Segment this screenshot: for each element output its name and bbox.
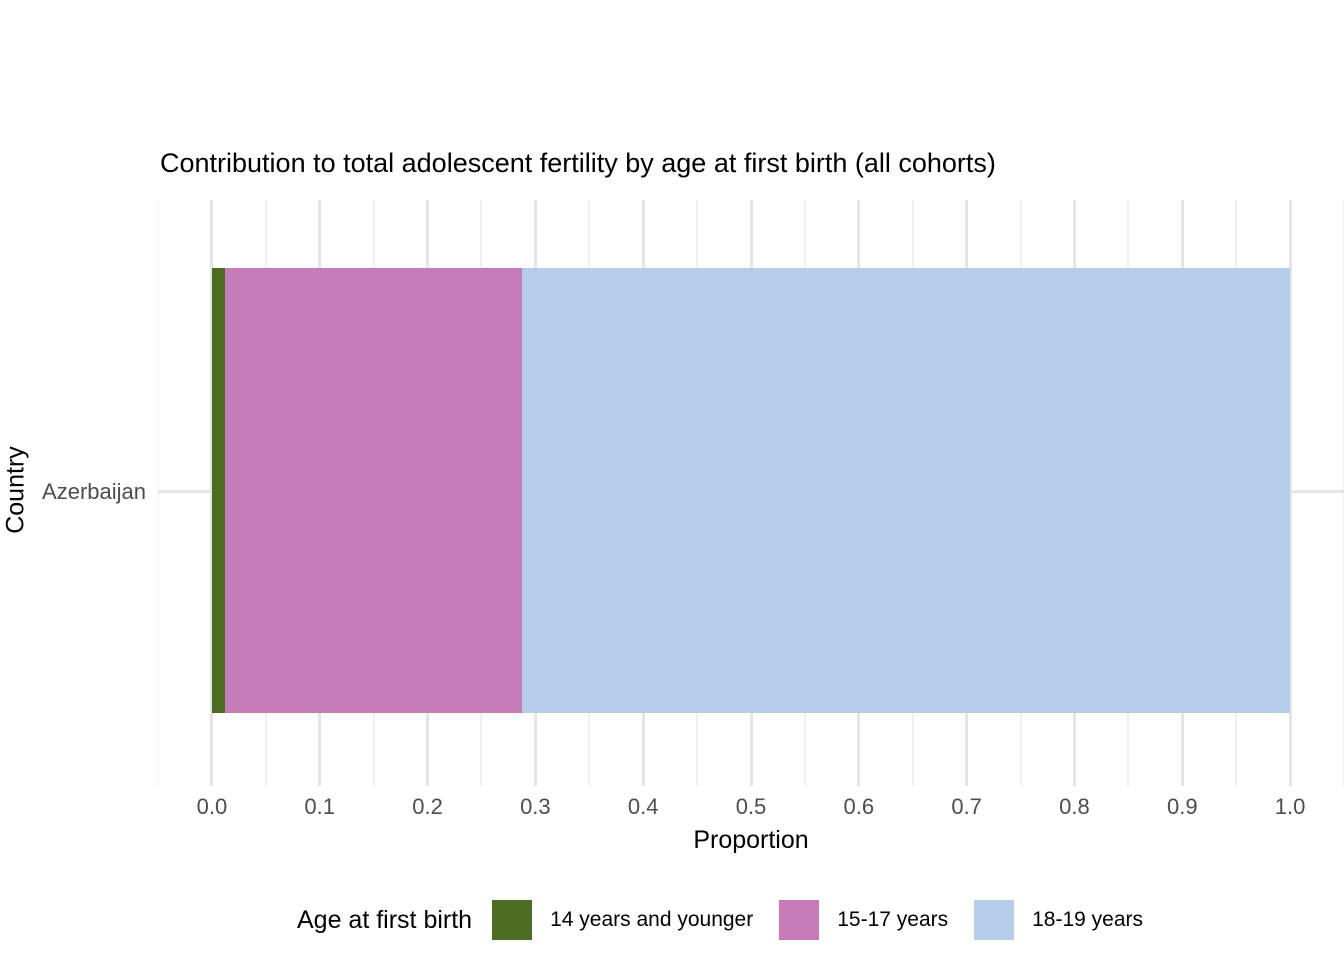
x-tick-label: 0.8: [1059, 794, 1090, 819]
x-tick-label: 0.1: [304, 794, 336, 819]
gridline-minor-x: [158, 200, 159, 786]
plot-panel: [158, 200, 1344, 786]
x-tick-label: 0.9: [1166, 794, 1198, 819]
legend-swatch-icon: [492, 900, 533, 940]
x-axis-title: Proportion: [693, 826, 809, 854]
legend-swatch-icon: [779, 900, 820, 940]
x-tick-label: 0.0: [196, 794, 228, 819]
legend-label: 18-19 years: [1032, 908, 1144, 931]
legend-title: Age at first birth: [297, 905, 473, 934]
bar-segment-18-19-years: [522, 268, 1291, 713]
legend-label: 14 years and younger: [550, 908, 754, 931]
x-tick-label: 1.0: [1274, 794, 1306, 819]
legend: Age at first birth 14 years and younger 1…: [297, 898, 1165, 942]
x-tick-label: 0.7: [951, 794, 982, 819]
legend-item: 15-17 years: [779, 900, 970, 940]
bar-segment-15-17-years: [224, 268, 523, 713]
legend-item: 18-19 years: [974, 900, 1165, 940]
legend-label: 15-17 years: [837, 908, 949, 931]
x-tick-label: 0.6: [843, 794, 875, 819]
bar-segment-14-years-and-younger: [211, 268, 225, 713]
legend-swatch-icon: [974, 900, 1015, 940]
legend-item: 14 years and younger: [492, 900, 775, 940]
legend-items: 14 years and younger 15-17 years 18-19 yea…: [488, 900, 1165, 940]
gridline-major-x: [1288, 200, 1292, 786]
x-tick-label: 0.5: [735, 794, 767, 819]
x-tick-label: 0.3: [520, 794, 551, 819]
x-tick-label: 0.2: [412, 794, 443, 819]
chart-title: Contribution to total adolescent fertili…: [160, 148, 996, 178]
y-tick-label-azerbaijan: Azerbaijan: [42, 479, 146, 504]
x-tick-label: 0.4: [627, 794, 659, 819]
